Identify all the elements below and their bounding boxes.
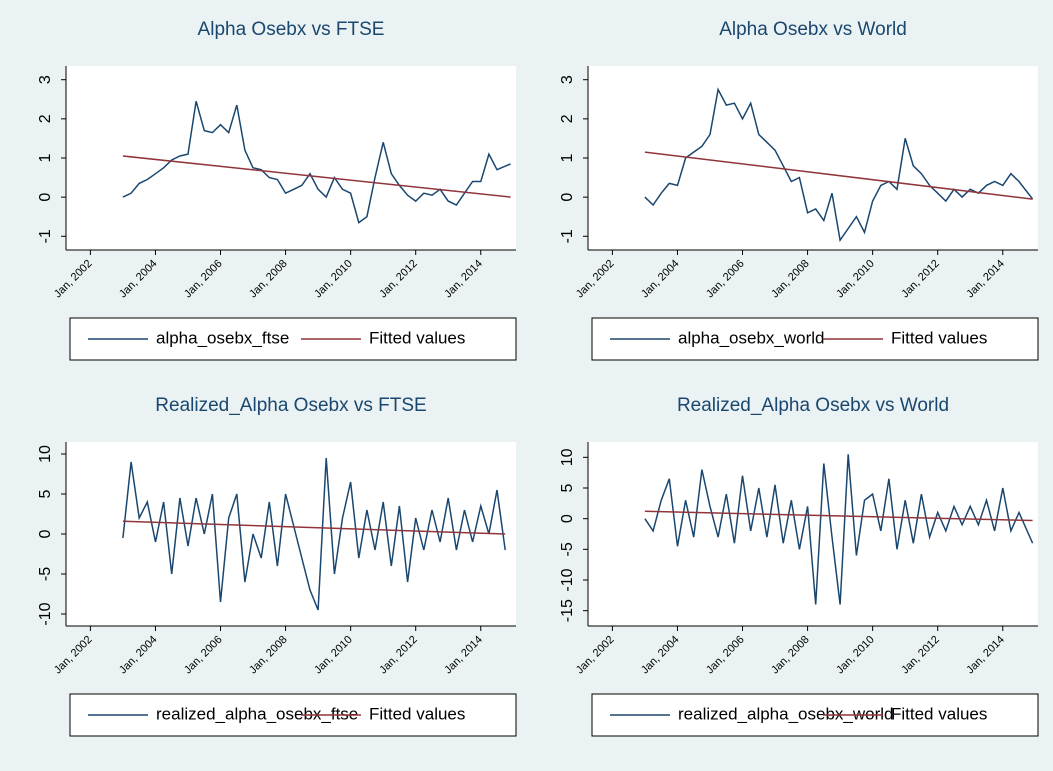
chart-title: Alpha Osebx vs FTSE <box>198 19 385 40</box>
series-line <box>644 151 1033 200</box>
series-line <box>122 100 511 224</box>
y-tick-label: 10 <box>37 445 54 463</box>
y-tick-label: 10 <box>559 448 576 466</box>
y-tick-label: 0 <box>37 193 54 202</box>
y-tick-label: -10 <box>37 602 54 625</box>
y-tick-label: 1 <box>37 153 54 162</box>
series-line <box>122 520 506 535</box>
y-tick-label: 2 <box>559 114 576 123</box>
series-line <box>122 155 511 198</box>
y-tick-label: -10 <box>559 568 576 591</box>
y-tick-label: -1 <box>37 229 54 243</box>
y-tick-label: 3 <box>559 75 576 84</box>
legend-label: realized_alpha_osebx_ftse <box>156 704 358 723</box>
series-line <box>644 510 1033 522</box>
legend-label: realized_alpha_osebx_world <box>678 704 893 723</box>
y-tick-label: 5 <box>37 489 54 498</box>
plot-area <box>588 66 1038 250</box>
y-tick-label: 0 <box>559 514 576 523</box>
y-tick-label: -1 <box>559 229 576 243</box>
plot-area <box>66 442 516 626</box>
y-tick-label: 0 <box>37 529 54 538</box>
plot-area <box>588 442 1038 626</box>
chart-title: Realized_Alpha Osebx vs FTSE <box>155 395 426 416</box>
chart-title: Alpha Osebx vs World <box>719 19 907 40</box>
legend-label: Fitted values <box>891 328 987 347</box>
legend-label: Fitted values <box>369 328 465 347</box>
y-tick-label: 1 <box>559 153 576 162</box>
y-tick-label: -5 <box>37 567 54 581</box>
legend-label: Fitted values <box>891 704 987 723</box>
y-tick-label: 5 <box>559 483 576 492</box>
legend-label: alpha_osebx_world <box>678 328 825 347</box>
series-line <box>122 457 506 611</box>
series-line <box>644 454 1034 605</box>
plot-area <box>66 66 516 250</box>
y-tick-label: 2 <box>37 114 54 123</box>
y-tick-label: -15 <box>559 599 576 622</box>
y-tick-label: 3 <box>37 75 54 84</box>
y-tick-label: -5 <box>559 542 576 556</box>
legend-label: Fitted values <box>369 704 465 723</box>
y-tick-label: 0 <box>559 193 576 202</box>
series-line <box>644 87 1034 243</box>
legend-label: alpha_osebx_ftse <box>156 328 289 347</box>
chart-title: Realized_Alpha Osebx vs World <box>677 395 949 416</box>
